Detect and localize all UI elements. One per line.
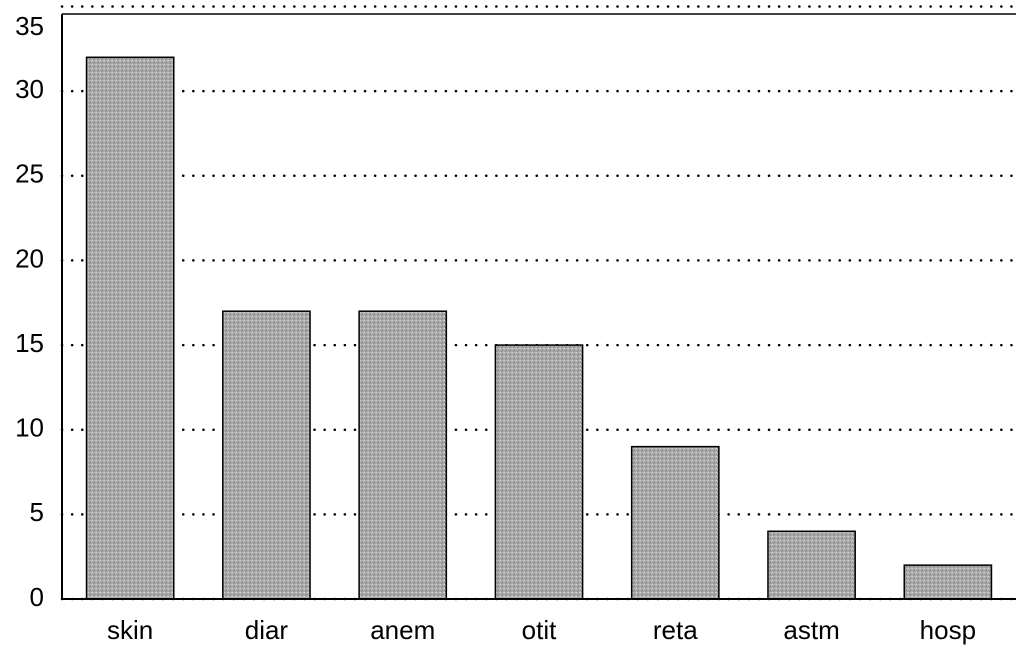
y-tick-label: 5 xyxy=(30,497,44,527)
x-tick-label: diar xyxy=(245,615,289,645)
bar xyxy=(494,344,584,600)
x-tick-label: skin xyxy=(107,615,153,645)
y-tick-label: 0 xyxy=(30,582,44,612)
bar xyxy=(222,310,311,600)
y-tick-label: 20 xyxy=(15,243,44,273)
x-tick-label: astm xyxy=(783,615,839,645)
y-tick-label: 25 xyxy=(15,159,44,189)
bars xyxy=(85,56,993,600)
y-tick-label: 30 xyxy=(15,74,44,104)
x-tick-label: reta xyxy=(653,615,698,645)
x-tick-label: anem xyxy=(370,615,435,645)
y-tick-label: 10 xyxy=(15,413,44,443)
x-tick-label: hosp xyxy=(920,615,976,645)
bar xyxy=(630,445,720,600)
y-tick-label: 35 xyxy=(15,11,44,41)
bar xyxy=(903,564,993,600)
bar xyxy=(767,530,856,600)
y-tick-label: 15 xyxy=(15,328,44,358)
x-tick-label: otit xyxy=(522,615,557,645)
bar xyxy=(358,310,448,600)
bar xyxy=(85,56,175,600)
